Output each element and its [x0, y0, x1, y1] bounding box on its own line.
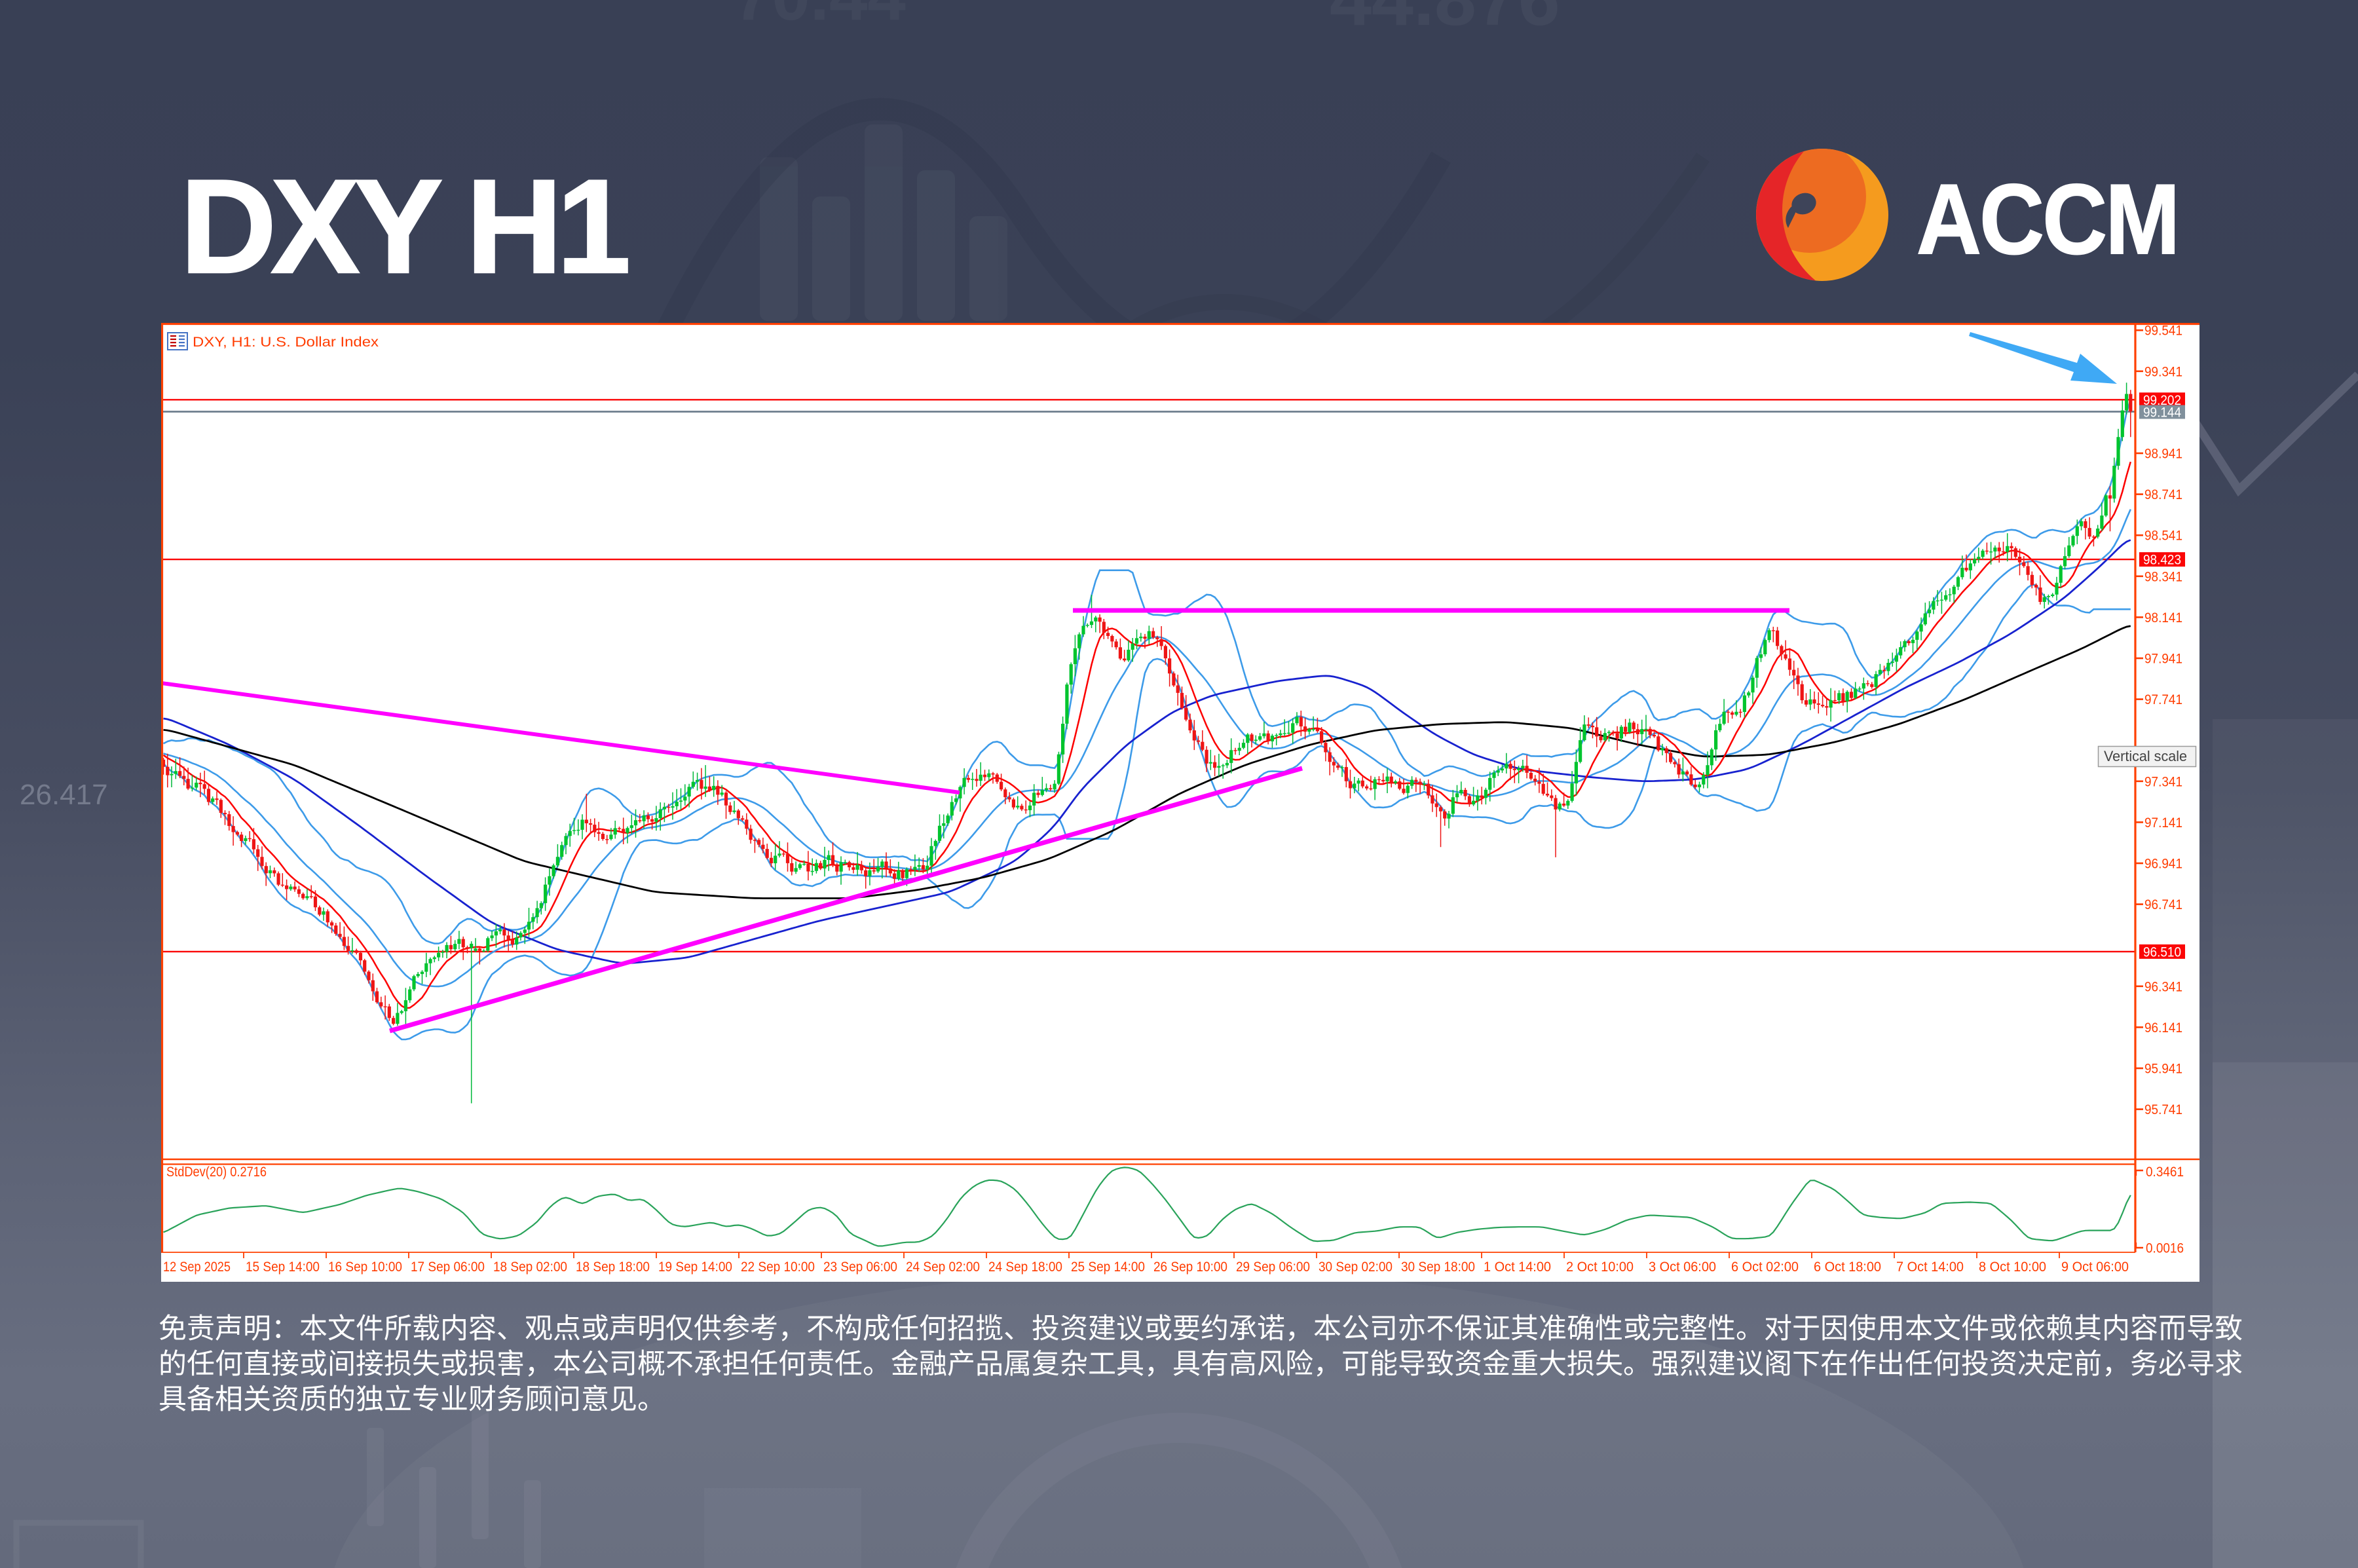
svg-text:16 Sep 10:00: 16 Sep 10:00 — [328, 1259, 402, 1275]
svg-text:9 Oct 06:00: 9 Oct 06:00 — [2061, 1259, 2129, 1275]
svg-text:24 Sep 18:00: 24 Sep 18:00 — [988, 1259, 1062, 1275]
svg-text:0.3461: 0.3461 — [2146, 1164, 2184, 1180]
svg-text:26 Sep 10:00: 26 Sep 10:00 — [1153, 1259, 1227, 1275]
svg-text:96.341: 96.341 — [2144, 979, 2182, 994]
svg-text:44.876: 44.876 — [1330, 0, 1560, 41]
svg-text:99.541: 99.541 — [2144, 323, 2182, 339]
svg-text:0.0016: 0.0016 — [2146, 1241, 2184, 1256]
svg-text:98.741: 98.741 — [2144, 487, 2182, 502]
svg-text:7 Oct 14:00: 7 Oct 14:00 — [1896, 1259, 1964, 1275]
svg-text:30 Sep 18:00: 30 Sep 18:00 — [1401, 1259, 1475, 1275]
svg-text:98.423: 98.423 — [2143, 552, 2181, 568]
svg-text:2 Oct 10:00: 2 Oct 10:00 — [1566, 1259, 1634, 1275]
svg-text:96.941: 96.941 — [2144, 856, 2182, 872]
svg-text:12 Sep 2025: 12 Sep 2025 — [163, 1259, 231, 1275]
svg-text:70.44: 70.44 — [734, 0, 906, 35]
svg-text:18 Sep 02:00: 18 Sep 02:00 — [493, 1259, 567, 1275]
svg-text:DXY, H1: U.S. Dollar Index: DXY, H1: U.S. Dollar Index — [193, 334, 379, 350]
svg-text:3 Oct 06:00: 3 Oct 06:00 — [1649, 1259, 1716, 1275]
svg-text:96.510: 96.510 — [2143, 944, 2181, 960]
svg-text:15 Sep 14:00: 15 Sep 14:00 — [246, 1259, 320, 1275]
svg-text:22 Sep 10:00: 22 Sep 10:00 — [741, 1259, 815, 1275]
svg-text:25 Sep 14:00: 25 Sep 14:00 — [1071, 1259, 1145, 1275]
svg-text:95.741: 95.741 — [2144, 1102, 2182, 1117]
svg-text:18 Sep 18:00: 18 Sep 18:00 — [576, 1259, 650, 1275]
svg-text:97.341: 97.341 — [2144, 774, 2182, 789]
svg-text:98.941: 98.941 — [2144, 446, 2182, 462]
svg-text:1 Oct 14:00: 1 Oct 14:00 — [1484, 1259, 1551, 1275]
svg-text:23 Sep 06:00: 23 Sep 06:00 — [823, 1259, 897, 1275]
svg-text:29 Sep 06:00: 29 Sep 06:00 — [1236, 1259, 1310, 1275]
svg-text:97.741: 97.741 — [2144, 692, 2182, 707]
svg-text:98.141: 98.141 — [2144, 610, 2182, 625]
svg-text:8 Oct 10:00: 8 Oct 10:00 — [1979, 1259, 2046, 1275]
svg-text:97.141: 97.141 — [2144, 815, 2182, 831]
svg-text:26.417: 26.417 — [20, 779, 108, 811]
svg-text:96.141: 96.141 — [2144, 1020, 2182, 1036]
svg-text:96.741: 96.741 — [2144, 897, 2182, 912]
svg-text:Vertical scale: Vertical scale — [2104, 748, 2187, 764]
svg-text:30 Sep 02:00: 30 Sep 02:00 — [1319, 1259, 1393, 1275]
svg-text:98.541: 98.541 — [2144, 528, 2182, 544]
svg-text:24 Sep 02:00: 24 Sep 02:00 — [906, 1259, 980, 1275]
svg-text:StdDev(20) 0.2716: StdDev(20) 0.2716 — [166, 1164, 267, 1180]
svg-text:95.941: 95.941 — [2144, 1061, 2182, 1077]
svg-text:99.144: 99.144 — [2143, 405, 2181, 420]
svg-text:99.341: 99.341 — [2144, 364, 2182, 379]
svg-text:17 Sep 06:00: 17 Sep 06:00 — [411, 1259, 485, 1275]
svg-text:6 Oct 02:00: 6 Oct 02:00 — [1731, 1259, 1799, 1275]
svg-text:19 Sep 14:00: 19 Sep 14:00 — [658, 1259, 732, 1275]
svg-text:6 Oct 18:00: 6 Oct 18:00 — [1814, 1259, 1881, 1275]
svg-text:98.341: 98.341 — [2144, 569, 2182, 584]
svg-text:97.941: 97.941 — [2144, 651, 2182, 667]
